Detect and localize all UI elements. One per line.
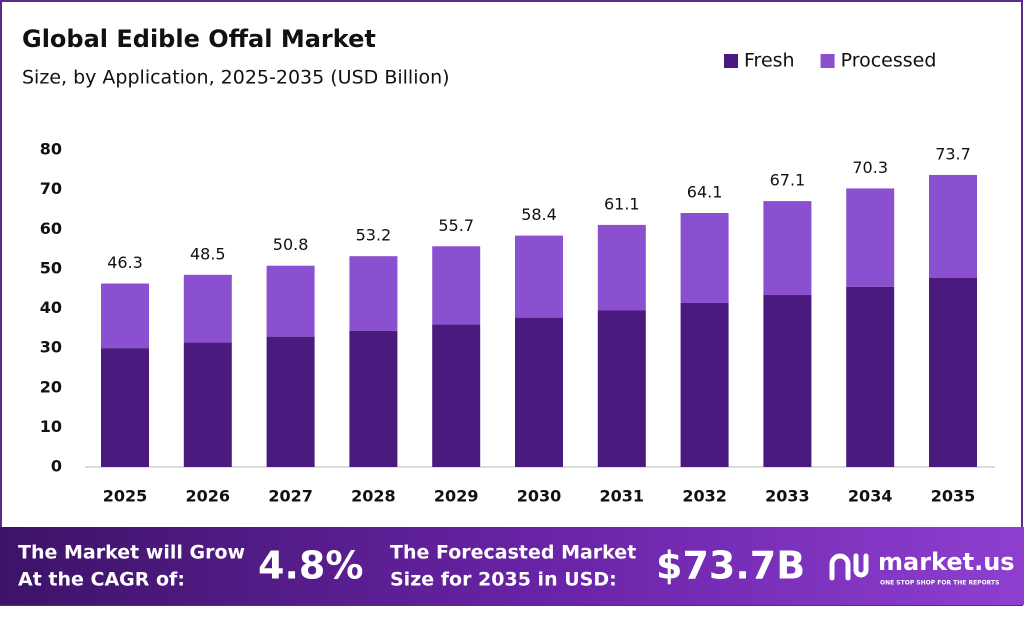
bar-segment bbox=[432, 246, 481, 325]
x-tick-label: 2033 bbox=[765, 487, 810, 506]
logo-icon bbox=[829, 553, 869, 581]
tagline: ONE STOP SHOP FOR THE REPORTS bbox=[880, 580, 999, 587]
bar-segment bbox=[929, 277, 977, 467]
y-tick-label: 60 bbox=[40, 219, 62, 238]
bar-segment bbox=[266, 265, 315, 337]
footer-band bbox=[0, 527, 1024, 605]
bar-segment bbox=[101, 283, 149, 349]
cagr-text: At the CAGR of: bbox=[18, 569, 185, 591]
bar-segment bbox=[597, 224, 646, 311]
total-label: 67.1 bbox=[770, 171, 806, 190]
bar-segment bbox=[432, 324, 481, 467]
y-tick-label: 0 bbox=[51, 457, 62, 476]
x-tick-label: 2025 bbox=[103, 487, 148, 506]
total-label: 53.2 bbox=[356, 226, 392, 245]
x-tick-label: 2029 bbox=[434, 487, 479, 506]
legend-label: Processed bbox=[841, 50, 937, 72]
forecast-text: Size for 2035 in USD: bbox=[390, 569, 617, 591]
bar-segment bbox=[349, 330, 398, 467]
x-tick-label: 2034 bbox=[848, 487, 893, 506]
brand: market.us bbox=[878, 548, 1015, 576]
bar-segment bbox=[101, 348, 149, 467]
total-label: 64.1 bbox=[687, 183, 723, 202]
bar-segment bbox=[515, 235, 563, 318]
bar-segment bbox=[763, 201, 812, 296]
bar-segment bbox=[763, 295, 812, 467]
x-tick-label: 2030 bbox=[517, 487, 562, 506]
legend-swatch bbox=[724, 54, 738, 68]
total-label: 58.4 bbox=[521, 205, 557, 224]
bar-segment bbox=[846, 188, 895, 287]
total-label: 61.1 bbox=[604, 194, 640, 213]
total-label: 48.5 bbox=[190, 244, 226, 263]
forecast-text: The Forecasted Market bbox=[390, 542, 636, 564]
bar-segment bbox=[929, 174, 977, 278]
bar-segment bbox=[183, 342, 232, 467]
x-tick-label: 2028 bbox=[351, 487, 396, 506]
total-label: 46.3 bbox=[107, 253, 143, 272]
legend-label: Fresh bbox=[744, 50, 795, 72]
bar-segment bbox=[680, 302, 729, 467]
total-label: 55.7 bbox=[438, 216, 474, 235]
chart-title: Global Edible Offal Market bbox=[22, 25, 376, 53]
y-tick-label: 20 bbox=[40, 377, 62, 396]
x-tick-label: 2026 bbox=[186, 487, 231, 506]
bar-segment bbox=[266, 336, 315, 467]
bar-segment bbox=[515, 317, 563, 467]
x-tick-label: 2032 bbox=[682, 487, 727, 506]
y-tick-label: 40 bbox=[40, 298, 62, 317]
cagr-text: The Market will Grow bbox=[18, 542, 245, 564]
bar-segment bbox=[846, 286, 895, 467]
total-label: 70.3 bbox=[852, 158, 888, 177]
y-tick-label: 10 bbox=[40, 417, 62, 436]
bar-segment bbox=[680, 213, 729, 303]
y-tick-label: 80 bbox=[40, 140, 62, 159]
x-tick-label: 2027 bbox=[268, 487, 313, 506]
x-tick-label: 2031 bbox=[600, 487, 645, 506]
y-tick-label: 70 bbox=[40, 179, 62, 198]
bar-segment bbox=[597, 310, 646, 467]
total-label: 50.8 bbox=[273, 235, 309, 254]
total-label: 73.7 bbox=[935, 144, 971, 163]
y-tick-label: 50 bbox=[40, 258, 62, 277]
bar-segment bbox=[183, 274, 232, 343]
x-tick-label: 2035 bbox=[931, 487, 976, 506]
chart-subtitle: Size, by Application, 2025-2035 (USD Bil… bbox=[22, 67, 450, 89]
bar-segment bbox=[349, 256, 398, 331]
legend-swatch bbox=[820, 54, 835, 68]
y-tick-label: 30 bbox=[40, 338, 62, 357]
forecast-value: $73.7B bbox=[656, 544, 805, 588]
cagr-value: 4.8% bbox=[258, 544, 363, 588]
